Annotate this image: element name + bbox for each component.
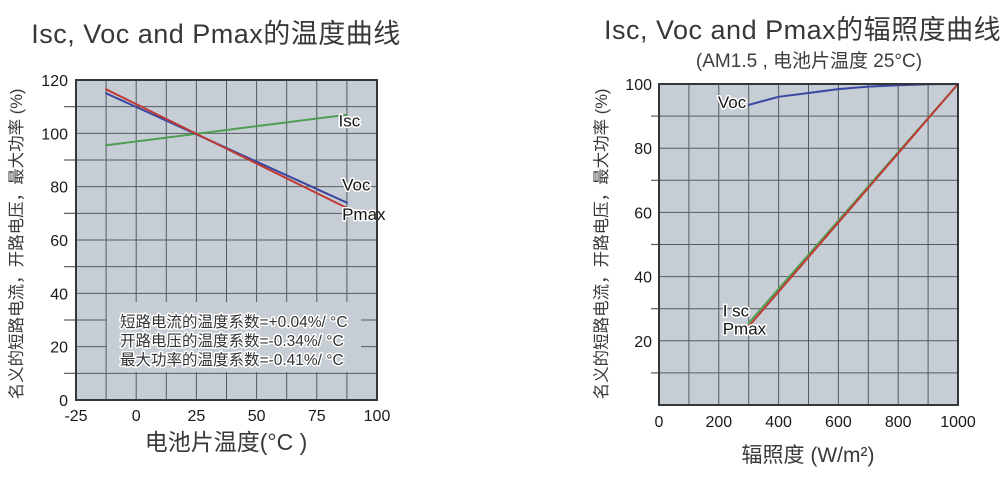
x-axis-tick-label: 50 <box>248 408 266 425</box>
plot-border <box>658 83 959 406</box>
pmax-curve-label: Pmax <box>723 319 767 338</box>
y-axis-tick-label: 100 <box>41 126 68 143</box>
x-axis-title: 辐照度 (W/m²) <box>742 444 875 467</box>
x-axis-tick-label: 1000 <box>940 414 976 431</box>
irradiance-chart-subtitle: (AM1.5 , 电池片温度 25°C) <box>695 51 923 72</box>
y-axis-tick-label: 80 <box>50 180 68 197</box>
temperature-coefficient-annotation: 短路电流的温度系数=+0.04%/ °C <box>120 313 348 331</box>
y-axis-tick-label: 80 <box>634 141 652 158</box>
y-axis-tick-label: 20 <box>50 340 68 357</box>
y-axis-tick-label: 120 <box>41 73 68 90</box>
voc-curve-label: Voc <box>342 176 371 195</box>
y-axis-title: 名义的短路电流，开路电压，最大功率 (%) <box>592 89 611 400</box>
y-axis-tick-label: 20 <box>634 334 652 351</box>
temperature-chart-title: Isc, Voc and Pmax的温度曲线 <box>31 19 401 49</box>
isc-curve-label: Isc <box>339 112 361 131</box>
y-axis-tick-label: 100 <box>625 77 652 94</box>
y-axis-tick-label: 40 <box>50 286 68 303</box>
x-axis-tick-label: 0 <box>132 408 141 425</box>
x-axis-tick-label: 800 <box>885 414 912 431</box>
y-axis-tick-label: 60 <box>634 205 652 222</box>
y-axis-tick-label: 0 <box>59 393 68 410</box>
x-axis-tick-label: 400 <box>765 414 792 431</box>
y-axis-tick-label: 60 <box>50 233 68 250</box>
y-axis-title: 名义的短路电流，开路电压，最大功率 (%) <box>7 89 26 400</box>
temperature-coefficient-annotation: 开路电压的温度系数=-0.34%/ °C <box>120 332 344 350</box>
pmax-line <box>105 88 348 209</box>
irradiance-chart-title: Isc, Voc and Pmax的辐照度曲线 <box>604 15 1000 45</box>
x-axis-tick-label: 200 <box>705 414 732 431</box>
pmax-line <box>747 83 959 328</box>
y-axis-tick-label: 40 <box>634 270 652 287</box>
isc-curve-label: I sc <box>723 302 750 321</box>
x-axis-tick-label: 25 <box>188 408 206 425</box>
x-axis-tick-label: 75 <box>308 408 326 425</box>
annotation-backdrop <box>107 302 361 372</box>
pmax-curve-label: Pmax <box>342 205 386 224</box>
x-axis-tick-label: 100 <box>364 408 391 425</box>
temperature-coefficient-annotation: 最大功率的温度系数=-0.41%/ °C <box>120 351 344 369</box>
x-axis-tick-label: -25 <box>64 408 87 425</box>
x-axis-tick-label: 0 <box>655 414 664 431</box>
isc-line <box>105 113 348 147</box>
x-axis-tick-label: 600 <box>825 414 852 431</box>
x-axis-title: 电池片温度(°C ) <box>145 429 308 455</box>
voc-curve-label: Voc <box>718 93 747 112</box>
plot-border <box>75 79 378 401</box>
